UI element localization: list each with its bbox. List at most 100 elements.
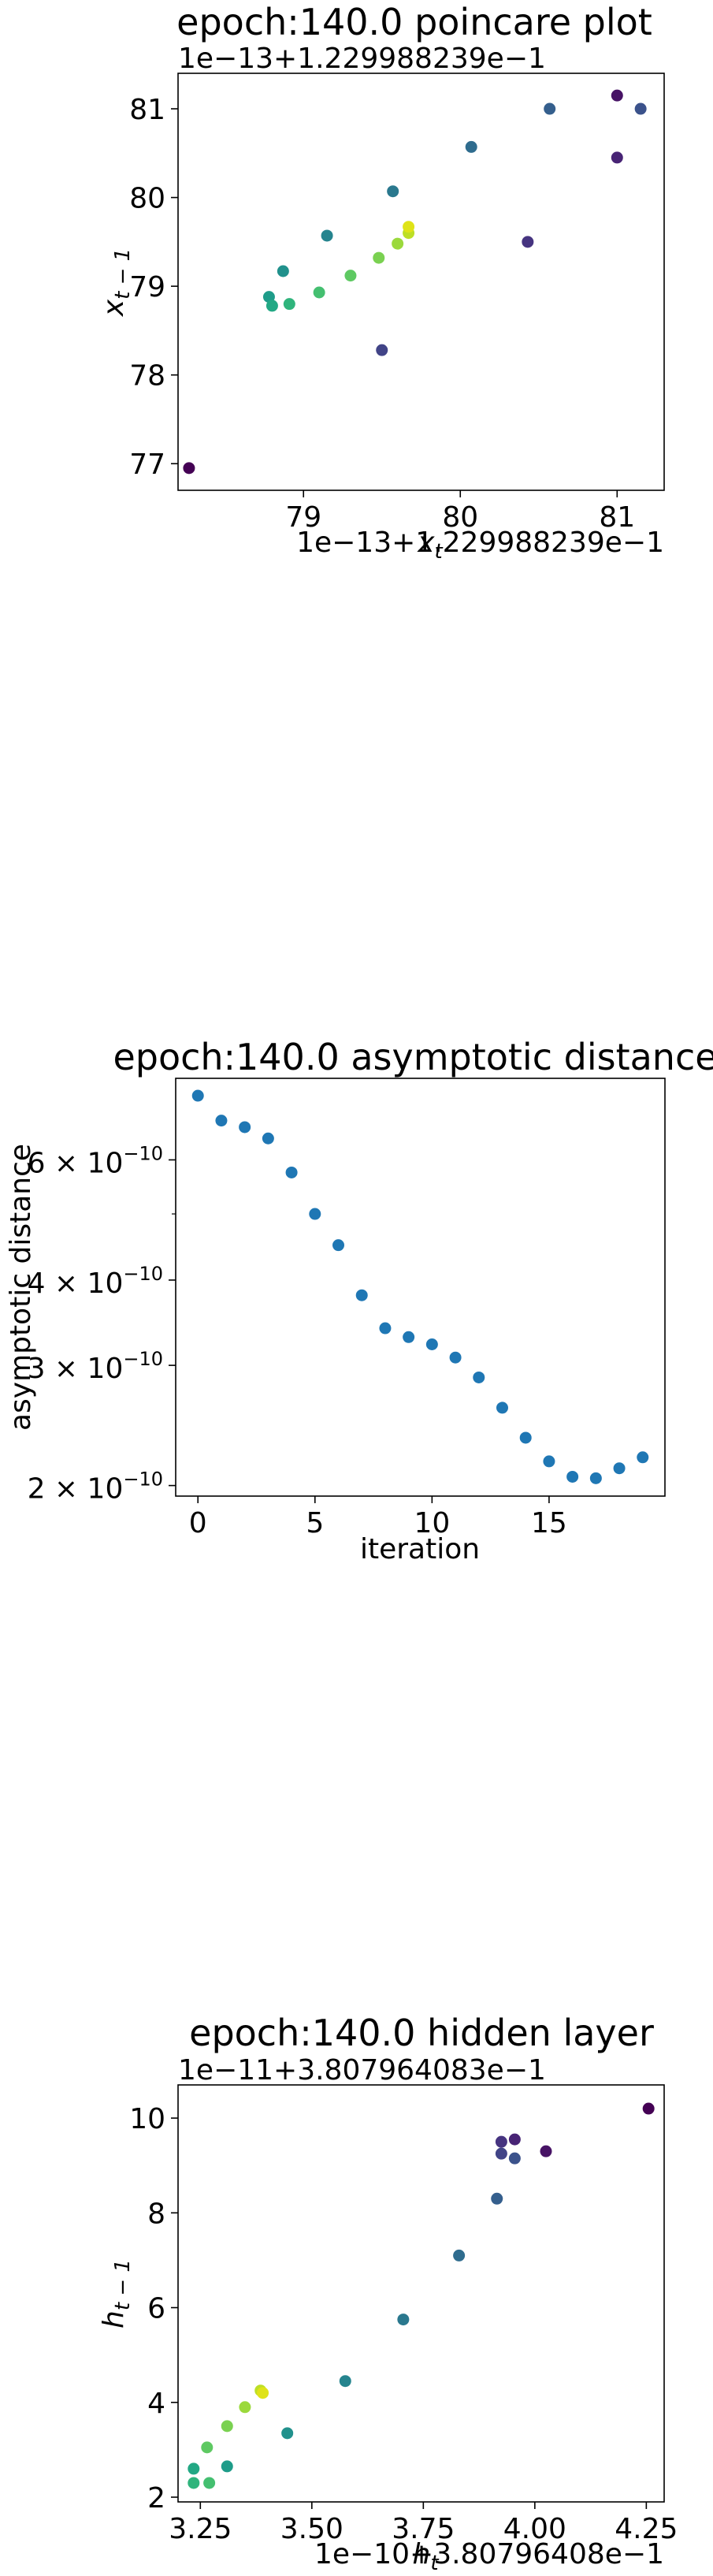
data-point [634,102,647,115]
x-ticks: 0 5 10 15 [189,1496,567,1539]
data-point [339,2375,351,2388]
data-point [403,221,415,233]
y-tick-label: 79 [129,271,165,303]
chart-title: epoch:140.0 poincare plot [176,1,652,43]
plot-area [175,1078,666,1497]
y-offset-text: 1e−13+1.229988239e−1 [178,43,546,75]
data-point [403,1331,415,1343]
data-point [183,462,195,475]
y-tick-label: 4 [147,2388,165,2420]
x-tick-label: 4.00 [503,2513,566,2545]
data-point [495,2147,507,2160]
data-point [277,265,289,277]
x-tick-label: 79 [285,501,321,534]
data-point [221,2460,233,2473]
data-point [425,1338,438,1351]
x-offset-text: 1e−10+3.80796408e−1 [314,2538,664,2570]
x-tick-label: 3.25 [169,2513,232,2545]
data-point [379,1322,392,1335]
y-ticks: 2 × 10−10 3 × 10−10 4 × 10−10 6 × 10−10 [28,1142,176,1506]
data-point [540,2145,552,2157]
data-point [397,2314,410,2326]
y-ticks: 77 78 79 80 81 [129,94,178,481]
data-points [191,1089,649,1484]
data-point [285,1166,298,1178]
y-tick-label: 80 [129,183,165,215]
data-point [387,185,399,198]
data-point [465,140,477,153]
data-point [544,102,556,115]
x-axis-label: iteration [360,1533,480,1565]
data-point [373,251,385,264]
data-point [566,1470,579,1483]
data-point [473,1371,485,1383]
x-tick-label: 0 [189,1507,207,1539]
chart-title: epoch:140.0 hidden layer [189,2012,654,2054]
y-tick-label: 2 × 10−10 [28,1469,163,1506]
y-ticks: 2 4 6 8 10 [129,2103,178,2515]
poincare-chart: epoch:140.0 poincare plot 1e−13+1.229988… [98,1,665,564]
data-point [491,2192,503,2205]
y-axis-label: xt − 1 [98,248,135,317]
y-tick-label: 81 [129,94,165,126]
data-point [522,236,534,248]
hidden-layer-chart: epoch:140.0 hidden layer 1e−11+3.8079640… [98,2012,678,2575]
data-point [508,2152,521,2165]
y-tick-label: 6 × 10−10 [28,1142,163,1179]
data-point [496,1402,508,1414]
data-point [309,1208,321,1220]
x-tick-label: 4.25 [615,2513,678,2545]
data-point [266,300,278,312]
data-point [589,1472,602,1484]
y-tick-label: 77 [129,449,165,481]
data-point [283,298,295,311]
data-point [613,1462,626,1475]
data-point [257,2387,269,2399]
x-tick-label: 3.75 [392,2513,455,2545]
data-point [188,2477,200,2489]
x-tick-label: 81 [599,501,635,534]
data-point [239,1121,251,1134]
chart-title: epoch:140.0 asymptotic distance [113,1036,713,1078]
asymptotic-distance-chart: epoch:140.0 asymptotic distance 0 5 10 15 2… [5,1036,713,1565]
y-tick-label: 8 [147,2198,165,2230]
data-point [392,237,404,250]
data-point [191,1089,204,1102]
y-axis-label: asymptotic distance [5,1144,37,1431]
x-offset-text: 1e−13+1.229988239e−1 [296,527,664,559]
data-point [203,2477,216,2489]
data-point [188,2462,200,2475]
x-ticks: 3.25 3.50 3.75 4.00 4.25 [169,2502,678,2545]
y-axis-label: ht − 1 [98,2259,135,2328]
y-offset-text: 1e−11+3.807964083e−1 [178,2054,546,2086]
data-point [355,1289,368,1301]
x-tick-label: 80 [442,501,478,534]
data-point [642,2102,655,2115]
x-ticks: 79 80 81 [285,490,635,534]
plot-area [177,73,665,491]
x-tick-label: 3.50 [280,2513,344,2545]
x-tick-label: 10 [414,1507,450,1539]
data-point [519,1431,532,1444]
y-tick-label: 10 [129,2103,165,2135]
y-tick-label: 6 [147,2293,165,2325]
data-point [543,1455,555,1468]
plot-area [177,2084,665,2503]
y-tick-label: 78 [129,360,165,393]
data-point [376,344,388,356]
data-point [453,2249,466,2261]
data-points [183,89,647,475]
data-points [188,2102,655,2489]
data-point [281,2427,294,2440]
data-point [508,2133,521,2146]
y-tick-label: 2 [147,2482,165,2515]
x-tick-label: 5 [306,1507,324,1539]
data-point [344,270,357,282]
data-point [332,1239,345,1252]
x-tick-label: 15 [531,1507,567,1539]
data-point [495,2135,507,2148]
data-point [313,286,325,299]
data-point [449,1351,462,1364]
data-point [221,2420,233,2433]
